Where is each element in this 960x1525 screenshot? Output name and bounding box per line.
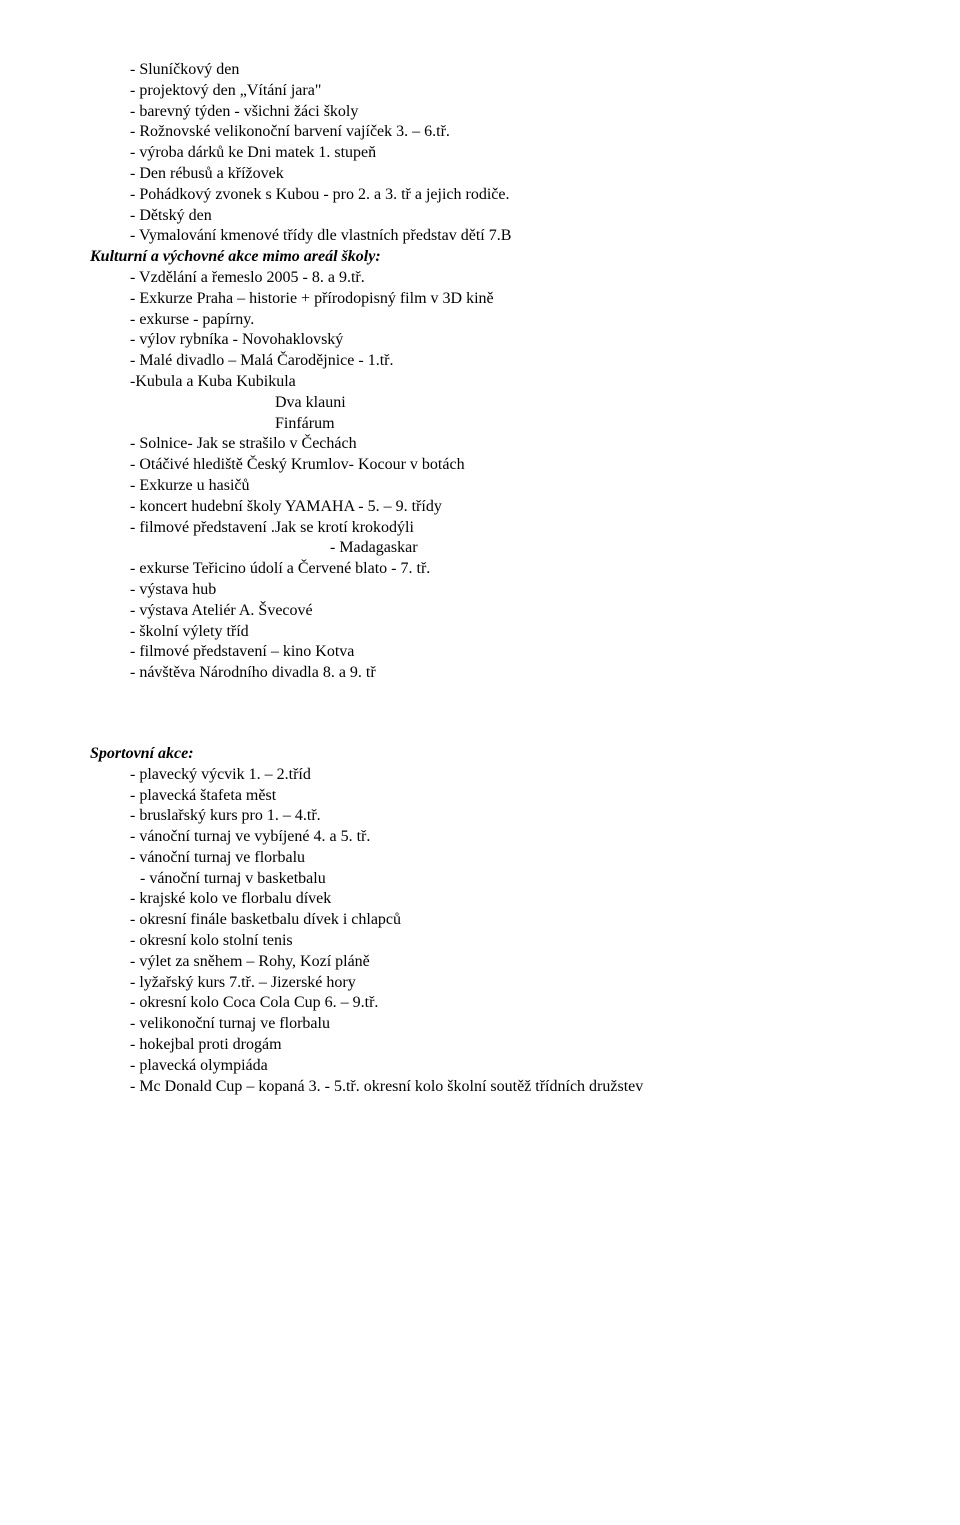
list-item: velikonoční turnaj ve florbalu [90,1014,870,1035]
list-item: Sluníčkový den [90,60,870,81]
sub-bullet-item: Madagaskar [90,538,870,559]
list-item: filmové představení .Jak se krotí krokod… [90,518,870,539]
list-item: Exkurze Praha – historie + přírodopisný … [90,289,870,310]
list-item: výroba dárků ke Dni matek 1. stupeň [90,143,870,164]
list-item: projektový den „Vítání jara" [90,81,870,102]
list-item: výstava hub [90,580,870,601]
sub-line: Finfárum [90,414,870,435]
list-item: bruslařský kurs pro 1. – 4.tř. [90,806,870,827]
list-item: výlet za sněhem – Rohy, Kozí pláně [90,952,870,973]
list-item: Dětský den [90,206,870,227]
list-item: koncert hudební školy YAMAHA - 5. – 9. t… [90,497,870,518]
list-item: Malé divadlo – Malá Čarodějnice - 1.tř. [90,351,870,372]
list-item: Pohádkový zvonek s Kubou - pro 2. a 3. t… [90,185,870,206]
sub-line: Dva klauni [90,393,870,414]
list-item: exkurse - papírny. [90,310,870,331]
list-item: vánoční turnaj v basketbalu [90,869,870,890]
list-item: Rožnovské velikonoční barvení vajíček 3.… [90,122,870,143]
list-item: okresní kolo stolní tenis [90,931,870,952]
list-item: Exkurze u hasičů [90,476,870,497]
list-item: Den rébusů a křížovek [90,164,870,185]
list-item: krajské kolo ve florbalu dívek [90,889,870,910]
list-item: Vymalování kmenové třídy dle vlastních p… [90,226,870,247]
list-item: hokejbal proti drogám [90,1035,870,1056]
list-item: návštěva Národního divadla 8. a 9. tř [90,663,870,684]
list-item: okresní kolo Coca Cola Cup 6. – 9.tř. [90,993,870,1014]
list-item: vánoční turnaj ve vybíjené 4. a 5. tř. [90,827,870,848]
section-1-list: Sluníčkový den projektový den „Vítání ja… [90,60,870,684]
list-item: exkurse Teřicino údolí a Červené blato -… [90,559,870,580]
section-gap [90,684,870,744]
section-2-list: plavecký výcvik 1. – 2.tříd plavecká šta… [90,765,870,1098]
list-item: Otáčivé hlediště Český Krumlov- Kocour v… [90,455,870,476]
list-item: výlov rybníka - Novohaklovský [90,330,870,351]
list-item: plavecký výcvik 1. – 2.tříd [90,765,870,786]
list-item: Mc Donald Cup – kopaná 3. - 5.tř. okresn… [90,1077,870,1098]
list-item: Vzdělání a řemeslo 2005 - 8. a 9.tř. [90,268,870,289]
list-item: Solnice- Jak se strašilo v Čechách [90,434,870,455]
sport-heading: Sportovní akce: [90,744,870,765]
list-item: barevný týden - všichni žáci školy [90,102,870,123]
kulturni-heading: Kulturní a výchovné akce mimo areál škol… [90,247,870,268]
list-item: filmové představení – kino Kotva [90,642,870,663]
list-item: lyžařský kurs 7.tř. – Jizerské hory [90,973,870,994]
list-item: výstava Ateliér A. Švecové [90,601,870,622]
list-item: plavecká štafeta měst [90,786,870,807]
list-item: plavecká olympiáda [90,1056,870,1077]
sub-line: -Kubula a Kuba Kubikula [90,372,870,393]
list-item: okresní finále basketbalu dívek i chlapc… [90,910,870,931]
list-item: školní výlety tříd [90,622,870,643]
list-item: vánoční turnaj ve florbalu [90,848,870,869]
